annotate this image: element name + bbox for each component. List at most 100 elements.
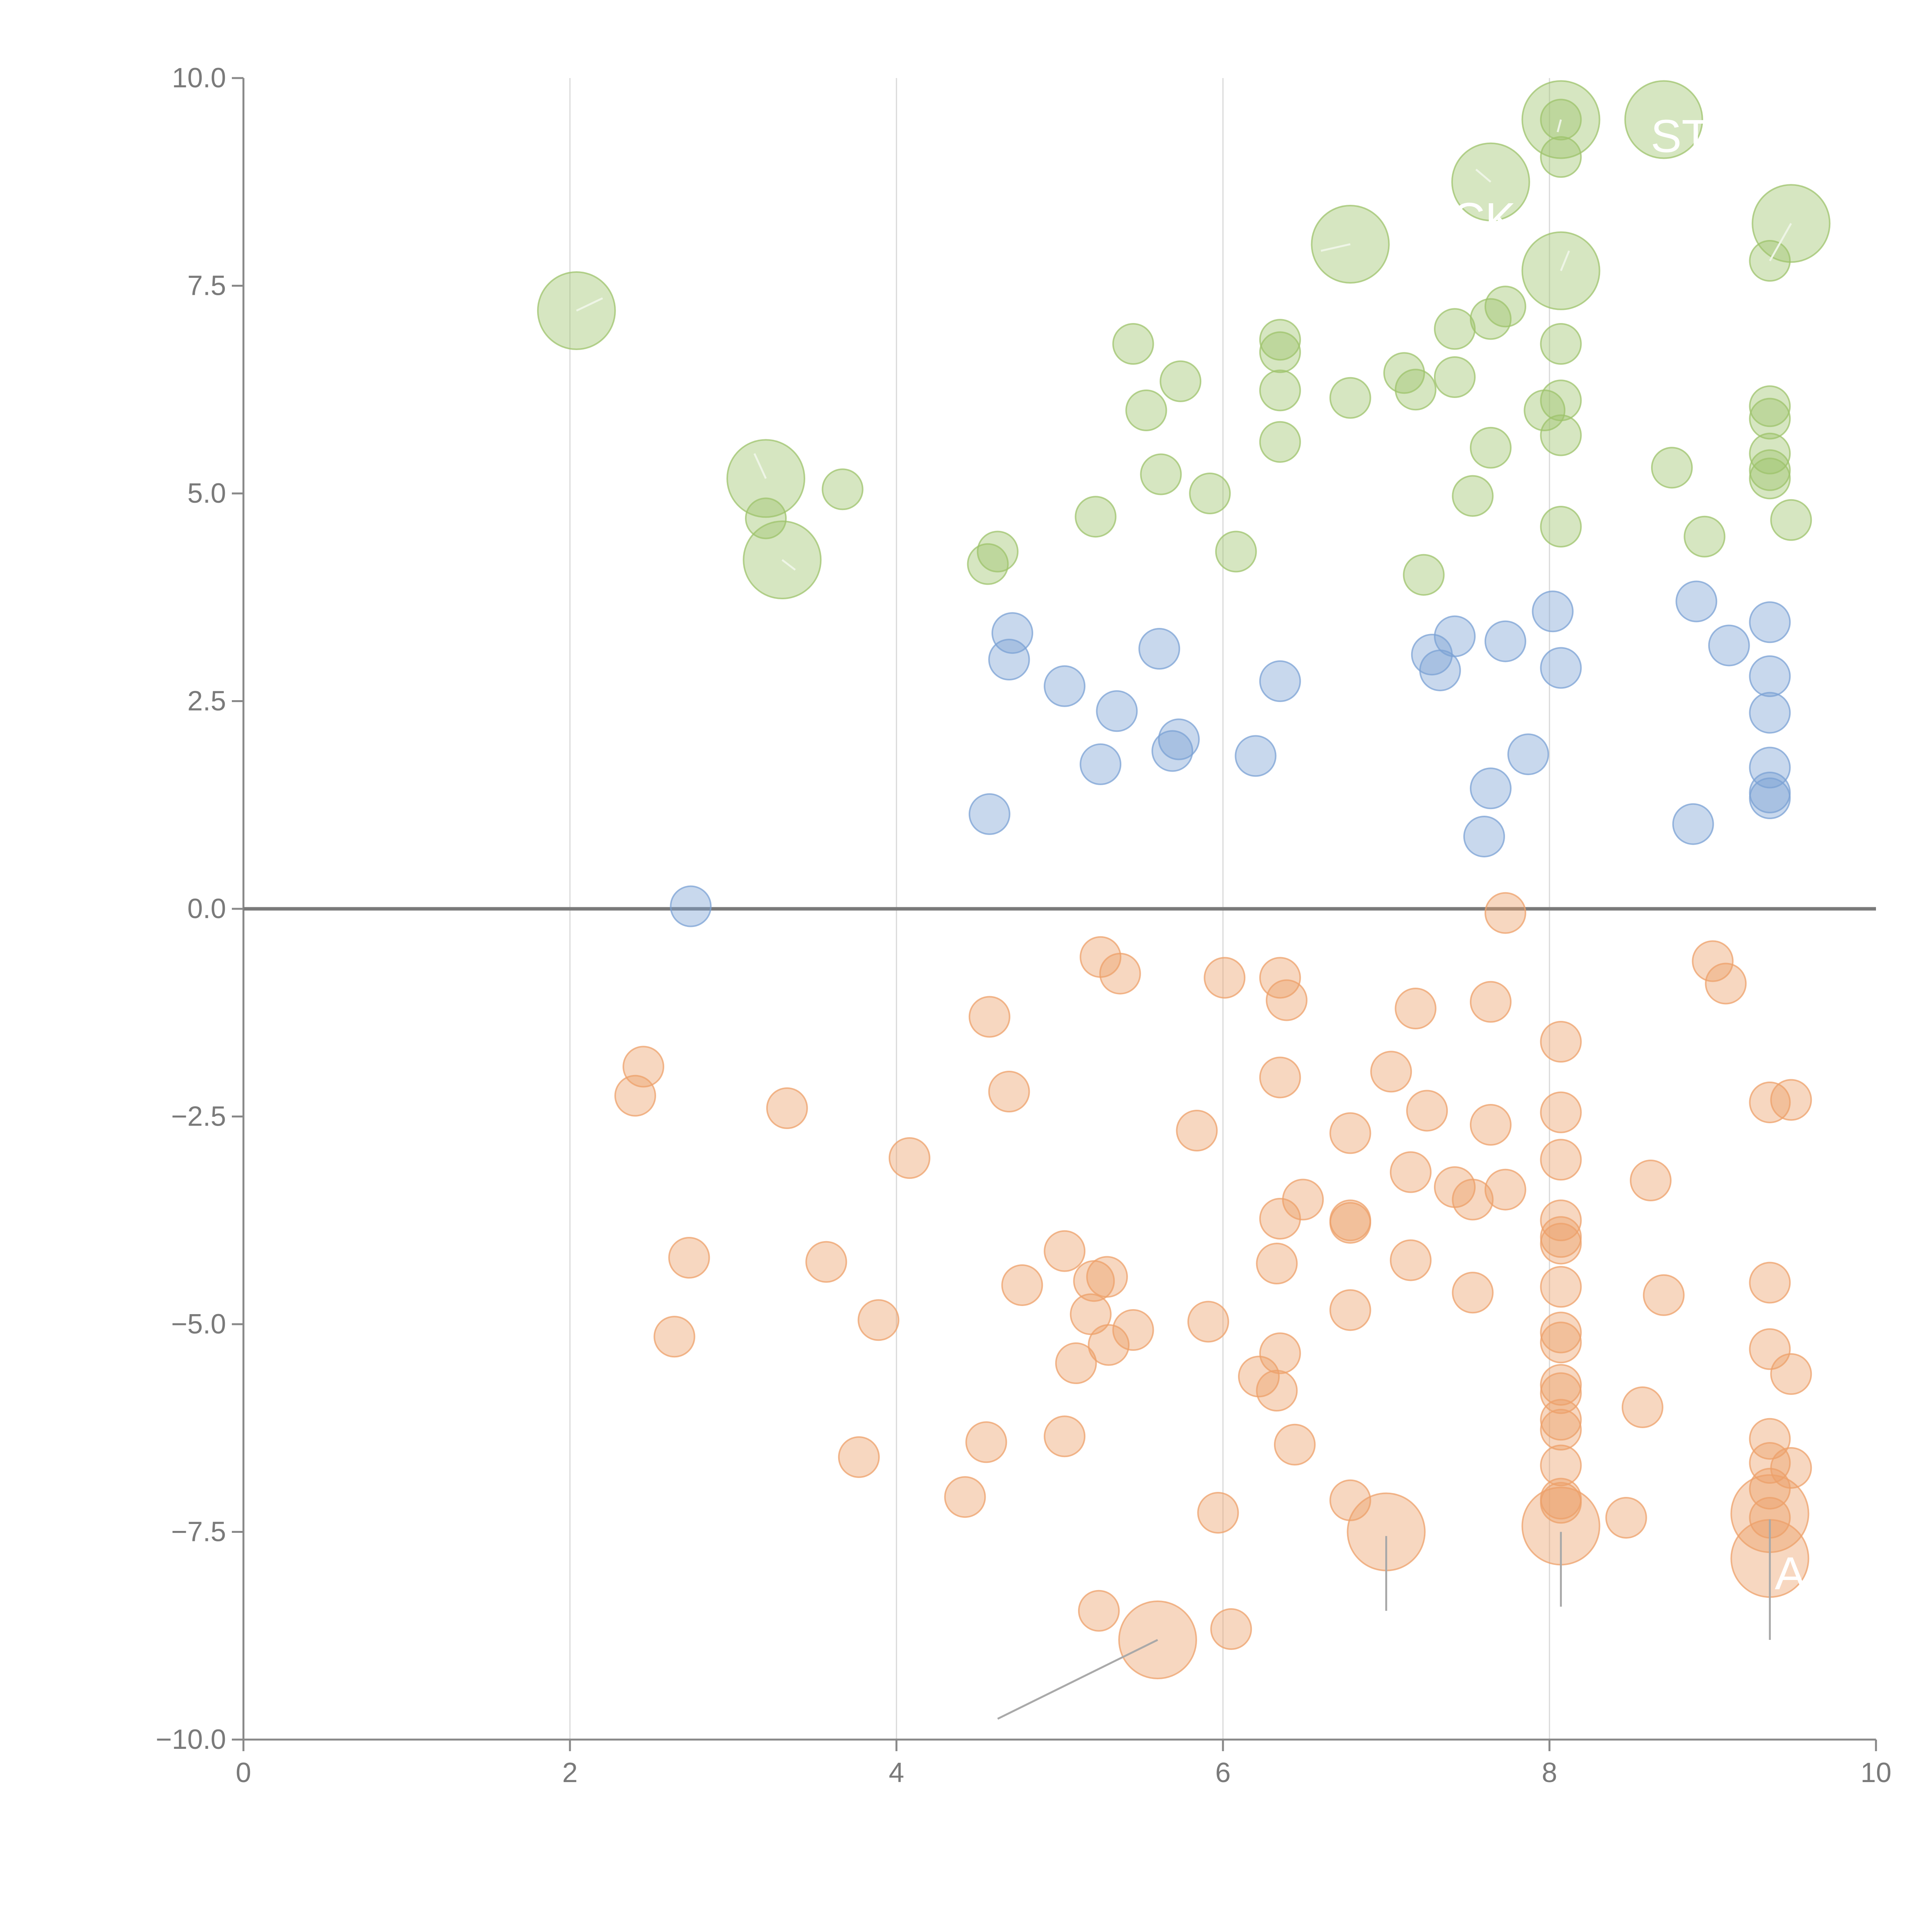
orange-point — [622, 1046, 665, 1088]
green-point — [1452, 475, 1494, 517]
orange-point — [988, 1071, 1030, 1112]
x-tick-label: 4 — [889, 1757, 904, 1788]
blue-point — [991, 612, 1033, 654]
orange-point — [1282, 1179, 1324, 1221]
blue-point — [1749, 655, 1791, 697]
orange-point — [1452, 1272, 1494, 1314]
green-point — [1684, 515, 1726, 558]
blue-point — [1469, 767, 1512, 810]
point-annotation: ST — [1651, 111, 1710, 162]
blue-point — [1532, 590, 1574, 633]
green-point — [1521, 80, 1600, 159]
blue-point — [1708, 624, 1750, 667]
orange-point — [1540, 1223, 1582, 1265]
blue-point — [1507, 733, 1549, 776]
orange-point — [1540, 1364, 1582, 1406]
green-point — [1540, 379, 1582, 422]
green-point — [1749, 398, 1791, 440]
orange-point — [1099, 952, 1141, 995]
point-annotation: A — [1775, 1548, 1806, 1599]
x-tick-label: 10 — [1861, 1757, 1891, 1788]
orange-point — [1540, 1372, 1582, 1414]
orange-point — [1540, 1199, 1582, 1242]
blue-point — [1096, 690, 1138, 732]
green-point — [1540, 323, 1582, 365]
orange-point — [1044, 1230, 1086, 1272]
green-point — [1160, 360, 1202, 402]
orange-point — [1176, 1110, 1218, 1152]
green-point — [1469, 298, 1512, 340]
blue-point — [1484, 620, 1526, 662]
orange-point — [1001, 1264, 1043, 1306]
orange-point — [944, 1476, 986, 1518]
orange-point — [1629, 1160, 1672, 1202]
green-point — [1075, 496, 1117, 538]
orange-point — [1749, 1442, 1791, 1484]
green-point — [821, 468, 864, 510]
orange-point — [1389, 1151, 1432, 1193]
orange-point — [965, 1421, 1007, 1463]
orange-point — [1484, 892, 1526, 934]
y-tick-label: −2.5 — [171, 1101, 226, 1132]
x-tick-label: 6 — [1215, 1757, 1231, 1788]
green-point — [1434, 356, 1476, 398]
leader-line — [753, 453, 767, 479]
orange-point — [766, 1087, 808, 1129]
blue-point — [1080, 743, 1122, 785]
blue-point — [1138, 628, 1180, 670]
orange-point — [1238, 1355, 1280, 1398]
blue-point — [1749, 747, 1791, 789]
blue-point — [1749, 692, 1791, 734]
orange-point — [1540, 1139, 1582, 1181]
green-point — [1749, 449, 1791, 491]
x-tick-label: 2 — [562, 1757, 578, 1788]
orange-point — [1187, 1301, 1229, 1343]
green-point — [1540, 136, 1582, 178]
orange-point — [1605, 1497, 1647, 1539]
blue-point — [1434, 615, 1476, 657]
x-tick-label: 0 — [236, 1757, 251, 1788]
orange-point — [857, 1299, 900, 1341]
orange-point — [1088, 1324, 1130, 1366]
green-point — [1215, 531, 1257, 573]
orange-point — [1749, 1081, 1791, 1123]
orange-point — [653, 1316, 696, 1358]
orange-point — [1540, 1266, 1582, 1308]
green-point — [967, 543, 1009, 585]
y-tick-label: −5.0 — [171, 1309, 226, 1340]
x-tick-label: 8 — [1542, 1757, 1557, 1788]
leader-line — [781, 559, 796, 571]
green-point — [1329, 377, 1371, 419]
orange-point — [1259, 1197, 1301, 1240]
orange-point — [1770, 1447, 1812, 1489]
orange-point — [1329, 1112, 1371, 1154]
orange-point — [1259, 1332, 1301, 1374]
orange-point — [1540, 1321, 1582, 1364]
green-point — [1259, 369, 1301, 412]
green-point — [745, 497, 787, 539]
point-annotation: CK — [1452, 194, 1516, 245]
orange-point — [1770, 1079, 1812, 1121]
green-point — [1540, 414, 1582, 456]
green-point — [1259, 319, 1301, 361]
y-tick-label: 7.5 — [187, 270, 226, 301]
blue-point — [1749, 601, 1791, 643]
leader-line — [1556, 119, 1562, 133]
green-point — [1524, 389, 1566, 431]
orange-point — [1204, 957, 1246, 999]
blue-point — [1540, 647, 1582, 689]
orange-point — [1395, 988, 1437, 1029]
leader-line — [1769, 223, 1792, 262]
orange-point — [1256, 1370, 1298, 1412]
orange-point — [1265, 979, 1308, 1021]
orange-point — [1540, 1311, 1582, 1354]
orange-point — [1540, 1091, 1582, 1133]
orange-point — [1086, 1256, 1128, 1298]
blue-point — [1044, 665, 1086, 707]
green-point — [1651, 447, 1693, 489]
blue-point — [1463, 815, 1505, 857]
y-tick-label: 0.0 — [187, 893, 226, 924]
green-point — [1259, 331, 1301, 373]
orange-point — [1055, 1342, 1097, 1384]
orange-point — [614, 1075, 656, 1117]
